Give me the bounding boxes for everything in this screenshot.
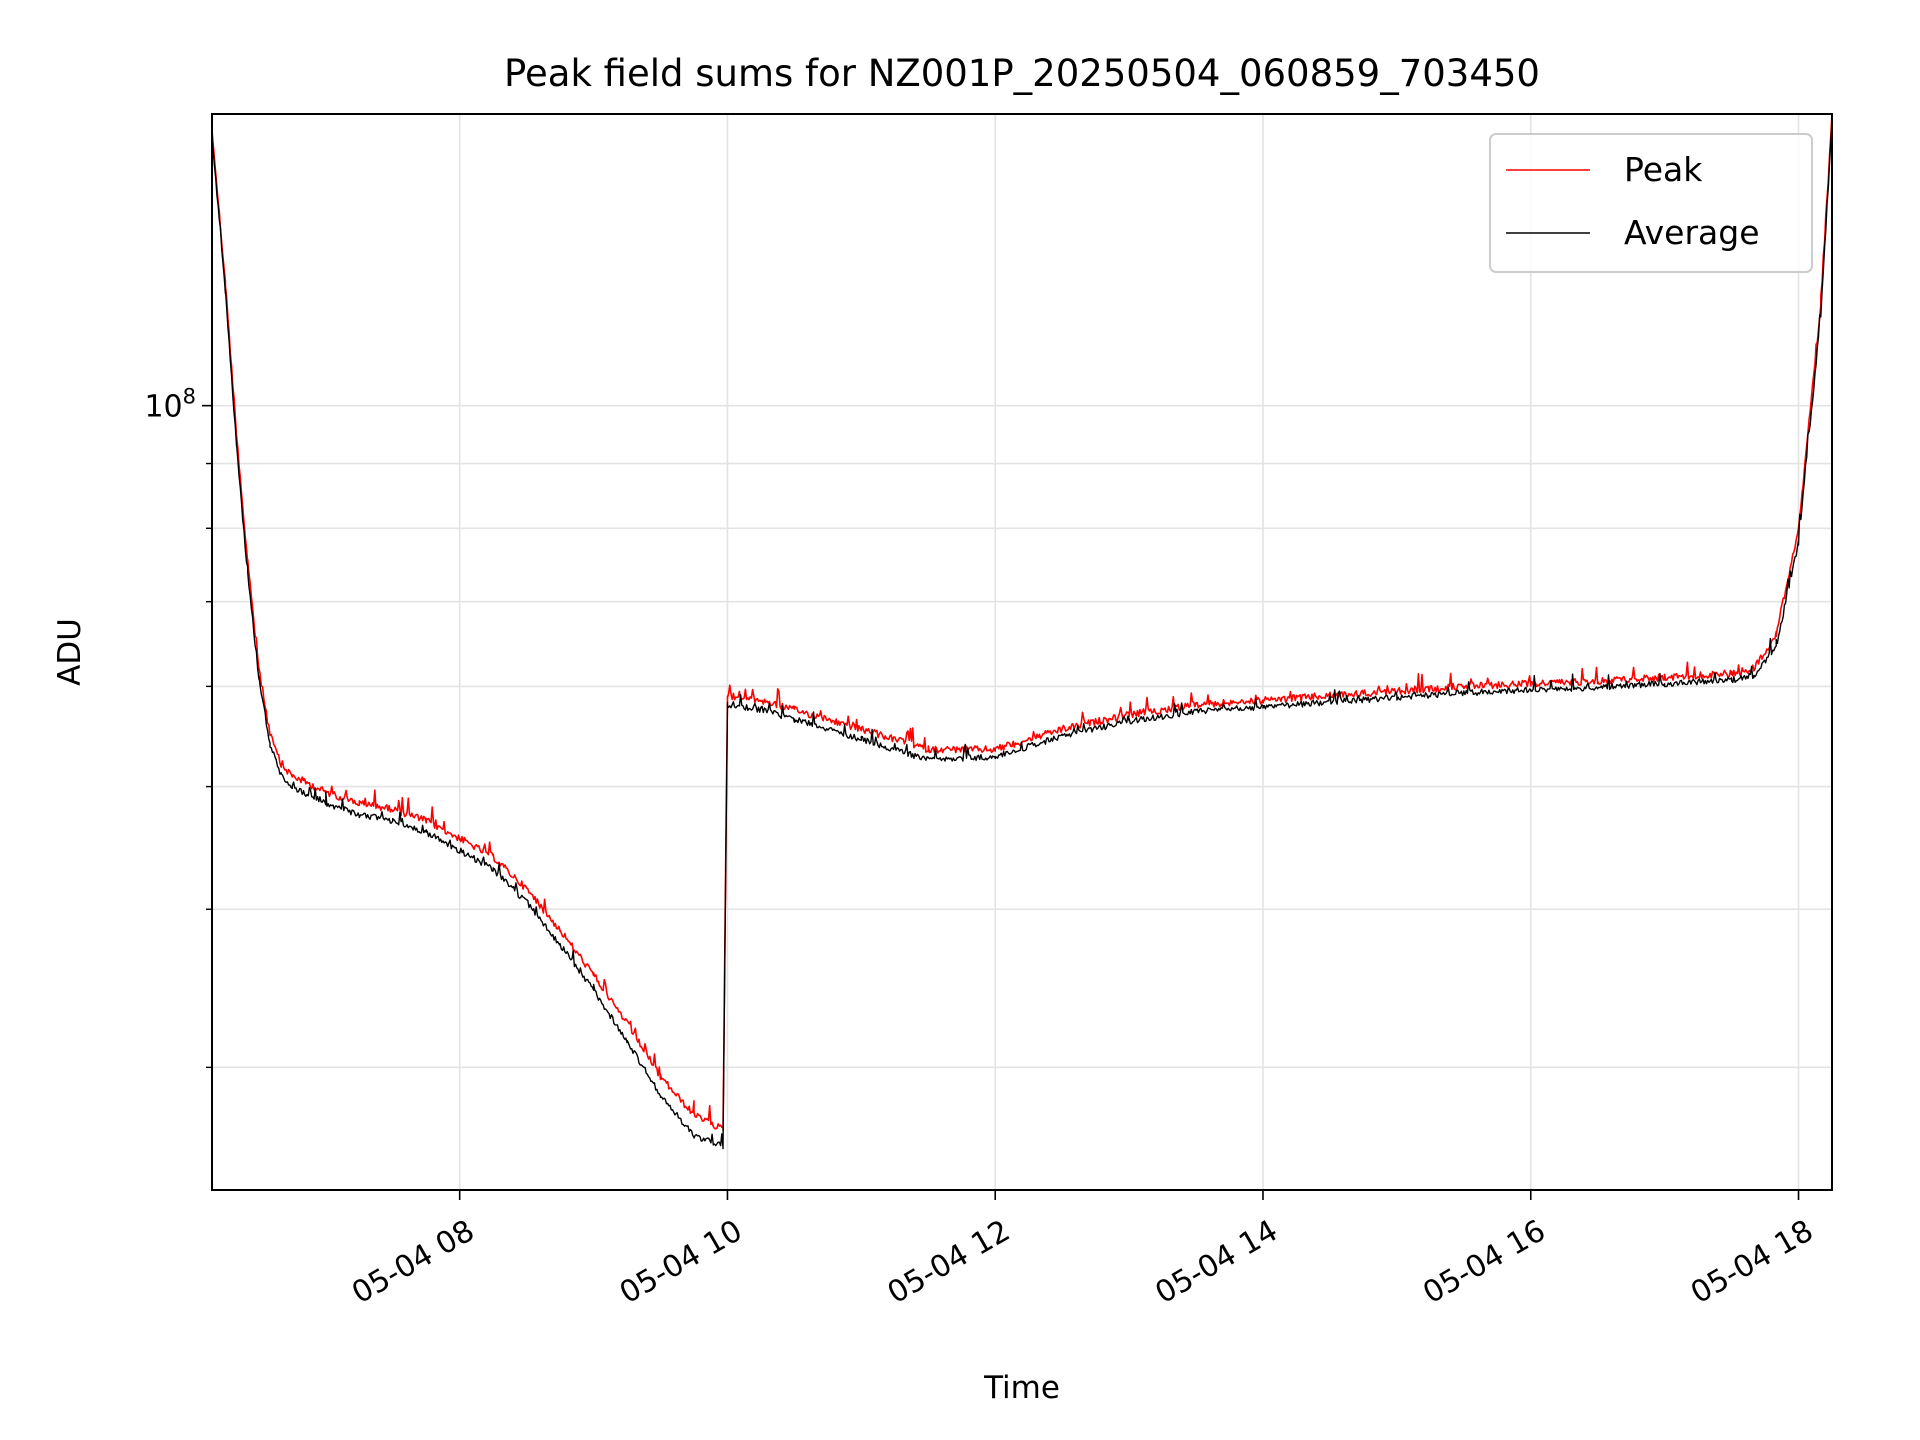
legend-label-peak: Peak — [1624, 150, 1703, 189]
chart-title: Peak field sums for NZ001P_20250504_0608… — [504, 52, 1540, 95]
plot-lines — [211, 113, 1833, 1150]
grid — [212, 114, 1832, 1190]
legend: Peak Average — [1489, 133, 1813, 273]
legend-label-average: Average — [1624, 213, 1760, 252]
series-line-peak — [211, 113, 1833, 1131]
y-axis-label: ADU — [52, 618, 88, 686]
legend-box — [1489, 133, 1813, 273]
y-axis-ticks: 108 — [144, 385, 212, 1069]
series-line-average — [211, 120, 1833, 1150]
plot-area-frame — [211, 113, 1833, 1191]
x-axis-label: Time — [983, 1370, 1060, 1406]
y-tick-label: 108 — [144, 385, 196, 425]
